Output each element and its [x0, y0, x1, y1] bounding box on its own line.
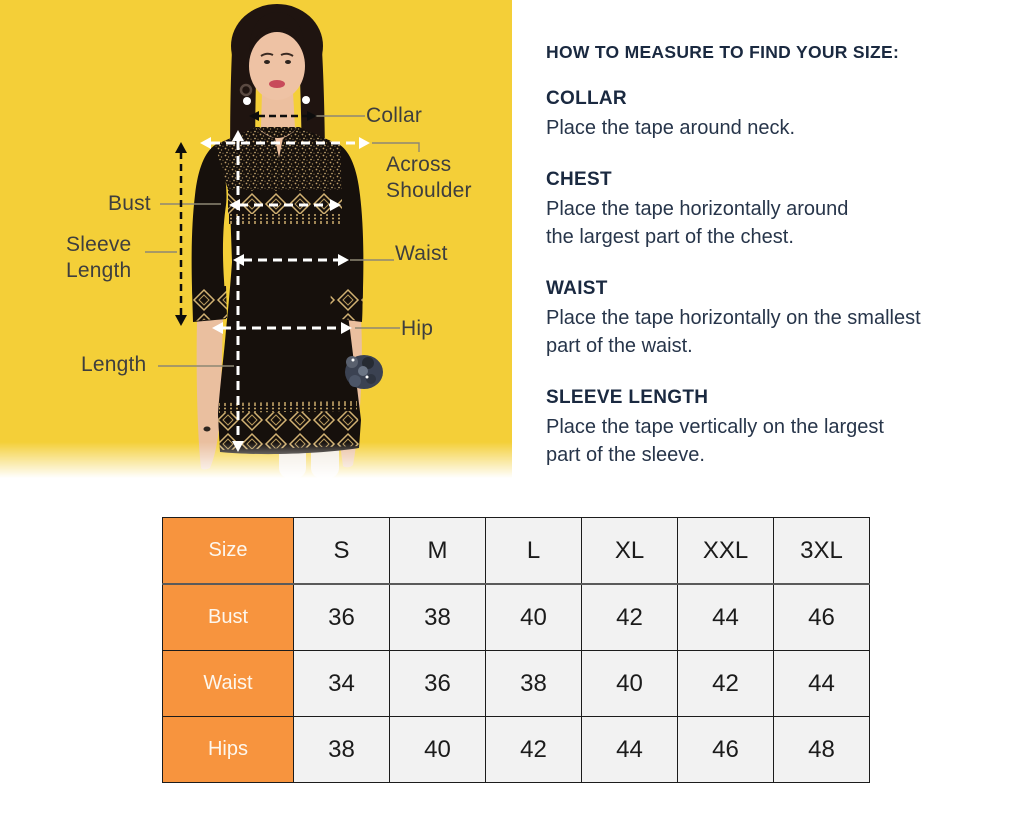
- waist-measure-line: [233, 254, 349, 266]
- waist-value: 36: [389, 650, 486, 717]
- waist-value: 40: [581, 650, 678, 717]
- sleeve-length-measure-line: [175, 142, 187, 326]
- section-body: Place the tape horizontally around the l…: [546, 198, 849, 248]
- size-option-xl: XL: [581, 517, 678, 585]
- waist-value: 34: [293, 650, 390, 717]
- bust-label: Bust: [108, 192, 151, 215]
- instruction-section-waist: WAIST Place the tape horizontally on the…: [546, 277, 986, 360]
- collar-label: Collar: [366, 104, 423, 127]
- bust-value: 42: [581, 583, 678, 651]
- bust-value: 44: [677, 583, 774, 651]
- bust-row-header: Bust: [162, 583, 294, 651]
- collar-measure-line: [249, 111, 317, 121]
- section-body: Place the tape horizontally on the small…: [546, 307, 921, 357]
- section-heading: CHEST: [546, 169, 612, 190]
- section-body: Place the tape vertically on the largest…: [546, 416, 884, 466]
- size-column-header: Size: [162, 517, 294, 585]
- hips-value: 44: [581, 716, 678, 783]
- across-shoulder-label: Across Shoulder: [386, 153, 472, 202]
- hips-value: 46: [677, 716, 774, 783]
- how-to-measure-instructions: HOW TO MEASURE TO FIND YOUR SIZE: COLLAR…: [546, 40, 986, 495]
- bust-value: 40: [485, 583, 582, 651]
- hips-value: 42: [485, 716, 582, 783]
- hips-row-header: Hips: [162, 716, 294, 783]
- instructions-title: HOW TO MEASURE TO FIND YOUR SIZE:: [546, 42, 900, 62]
- bust-value: 36: [293, 583, 390, 651]
- instruction-section-chest: CHEST Place the tape horizontally around…: [546, 168, 986, 251]
- bust-value: 46: [773, 583, 870, 651]
- hip-measure-line: [212, 322, 352, 334]
- size-option-l: L: [485, 517, 582, 585]
- waist-label: Waist: [395, 242, 448, 265]
- label-connector-lines: [145, 115, 420, 367]
- instruction-section-collar: COLLAR Place the tape around neck.: [546, 87, 986, 142]
- length-label: Length: [81, 353, 147, 376]
- waist-value: 42: [677, 650, 774, 717]
- size-option-xxl: XXL: [677, 517, 774, 585]
- waist-value: 44: [773, 650, 870, 717]
- bust-row: Bust 36 38 40 42 44 46: [162, 583, 870, 651]
- size-option-m: M: [389, 517, 486, 585]
- hip-label: Hip: [401, 317, 434, 340]
- hips-value: 38: [293, 716, 390, 783]
- section-heading: SLEEVE LENGTH: [546, 387, 709, 408]
- section-heading: COLLAR: [546, 88, 627, 109]
- size-chart-table: Size S M L XL XXL 3XL Bust 36 38 40 42 4…: [162, 517, 870, 783]
- model-photo-illustration: [0, 0, 512, 478]
- measurement-diagram-panel: Collar Across Shoulder Bust Sleeve Lengt…: [0, 0, 512, 478]
- bracelet: [345, 355, 383, 389]
- waist-row-header: Waist: [162, 650, 294, 717]
- section-heading: WAIST: [546, 278, 608, 299]
- sleeve-length-label: Sleeve Length: [66, 233, 132, 282]
- bust-value: 38: [389, 583, 486, 651]
- size-option-3xl: 3XL: [773, 517, 870, 585]
- bottom-fade: [0, 442, 512, 478]
- section-body: Place the tape around neck.: [546, 117, 796, 139]
- hips-value: 48: [773, 716, 870, 783]
- hips-row: Hips 38 40 42 44 46 48: [162, 716, 870, 783]
- hips-value: 40: [389, 716, 486, 783]
- instruction-section-sleeve-length: SLEEVE LENGTH Place the tape vertically …: [546, 386, 986, 469]
- waist-row: Waist 34 36 38 40 42 44: [162, 650, 870, 717]
- size-chart-header-row: Size S M L XL XXL 3XL: [162, 517, 870, 585]
- waist-value: 38: [485, 650, 582, 717]
- size-option-s: S: [293, 517, 390, 585]
- across-shoulder-measure-line: [200, 137, 370, 149]
